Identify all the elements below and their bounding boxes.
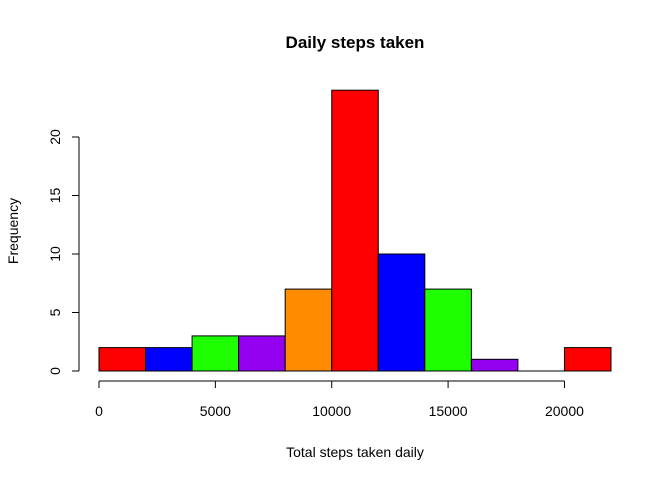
x-tick-label: 10000 — [312, 403, 351, 419]
histogram-bar — [238, 335, 286, 372]
x-axis-label: Total steps taken daily — [286, 444, 424, 460]
histogram-bar — [470, 358, 519, 372]
x-axis: 0 5000 10000 15000 20000 — [95, 380, 584, 419]
y-axis-label: Frequency — [5, 198, 21, 264]
y-tick-label: 15 — [47, 188, 63, 204]
histogram-bar — [424, 288, 472, 372]
histogram-bar — [284, 288, 333, 372]
y-tick-label: 5 — [47, 308, 63, 316]
y-tick-label: 10 — [47, 246, 63, 262]
x-tick-label: 0 — [95, 403, 103, 419]
histogram-bar — [98, 347, 147, 372]
bars-group — [98, 89, 612, 372]
x-tick-label: 5000 — [200, 403, 231, 419]
x-tick-label: 20000 — [545, 403, 584, 419]
y-axis: 0 5 10 15 20 — [47, 129, 80, 375]
histogram-bar — [191, 335, 240, 372]
histogram-bar — [331, 89, 379, 372]
histogram-bar — [377, 253, 426, 372]
x-tick-label: 15000 — [429, 403, 468, 419]
y-tick-label: 20 — [47, 129, 63, 145]
y-tick-label: 0 — [47, 367, 63, 375]
histogram-bar — [563, 347, 612, 372]
histogram-bar — [145, 347, 193, 372]
chart-title: Daily steps taken — [286, 33, 425, 52]
